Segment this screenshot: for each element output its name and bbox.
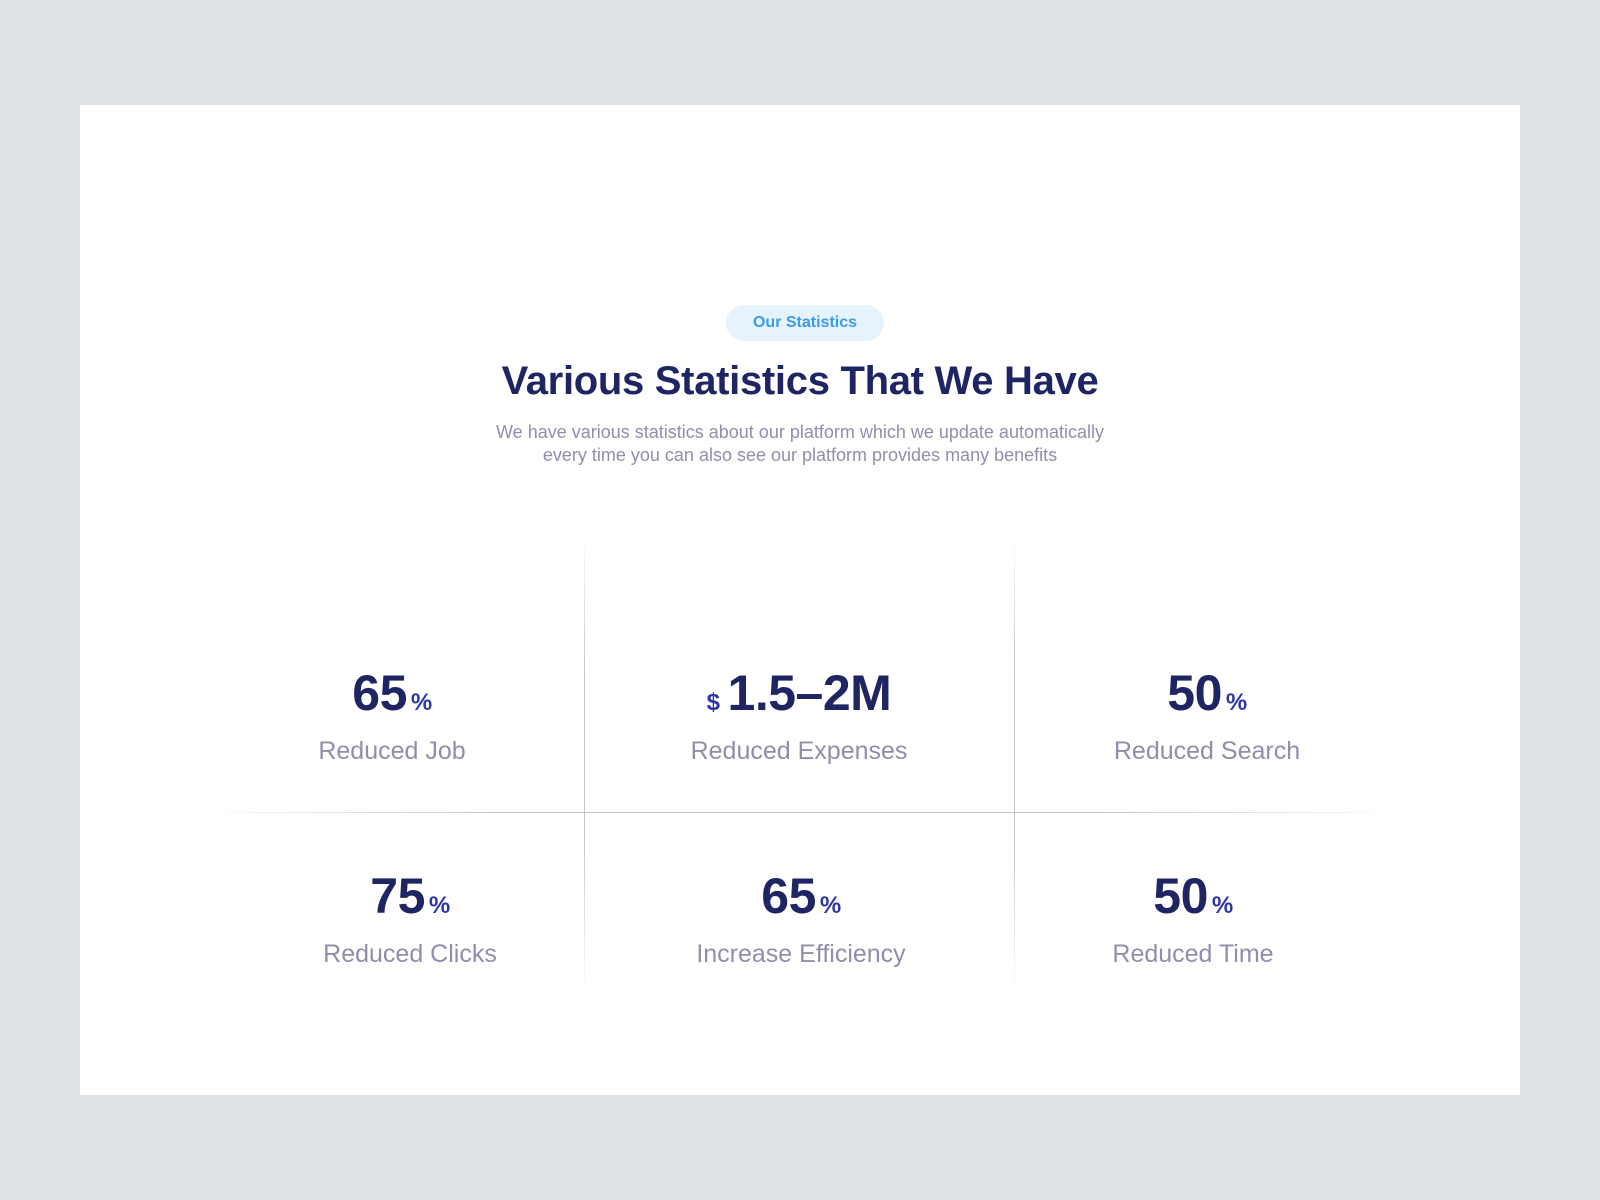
stat-unit: %	[410, 689, 432, 716]
stat-label: Increase Efficiency	[696, 940, 906, 968]
stat-value-row: 65%	[584, 866, 1018, 936]
stat-label: Reduced Clicks	[323, 940, 497, 968]
stat-value-row: 65%	[200, 663, 584, 733]
stat-reduced-search: 50% Reduced Search	[1014, 663, 1400, 767]
stat-label: Reduced Time	[1112, 940, 1274, 968]
stats-grid: 65% Reduced Job $1.5–2M Reduced Expenses…	[200, 535, 1400, 995]
stat-increase-efficiency: 65% Increase Efficiency	[584, 866, 1018, 970]
stat-value: 75	[370, 868, 425, 924]
stat-value: 1.5–2M	[727, 665, 892, 721]
section-badge: Our Statistics	[726, 305, 884, 341]
subtitle-line-2: every time you can also see our platform…	[542, 445, 1058, 465]
stat-unit: %	[428, 892, 450, 919]
subtitle-line-1: We have various statistics about our pla…	[496, 422, 1104, 442]
stat-value-row: $1.5–2M	[584, 663, 1014, 733]
statistics-card: Our Statistics Various Statistics That W…	[80, 105, 1520, 1095]
grid-divider-vertical-2	[1014, 535, 1015, 995]
stat-label: Reduced Expenses	[690, 737, 908, 765]
stat-reduced-job: 65% Reduced Job	[200, 663, 584, 767]
stat-value-row: 50%	[1000, 866, 1386, 936]
stat-value: 50	[1153, 868, 1208, 924]
stat-reduced-time: 50% Reduced Time	[1000, 866, 1386, 970]
stat-label: Reduced Search	[1113, 737, 1301, 765]
stat-value-row: 50%	[1014, 663, 1400, 733]
stat-reduced-expenses: $1.5–2M Reduced Expenses	[584, 663, 1014, 767]
stat-unit: %	[1211, 892, 1233, 919]
grid-divider-horizontal	[200, 812, 1400, 813]
grid-divider-vertical-1	[584, 535, 585, 995]
stat-value-row: 75%	[218, 866, 602, 936]
stat-label: Reduced Job	[318, 737, 466, 765]
section-subtitle: We have various statistics about our pla…	[450, 421, 1150, 467]
stat-value: 65	[352, 665, 407, 721]
section-title: Various Statistics That We Have	[501, 359, 1099, 403]
stat-reduced-clicks: 75% Reduced Clicks	[218, 866, 602, 970]
stat-value: 50	[1167, 665, 1222, 721]
stat-unit: %	[819, 892, 841, 919]
stat-currency-prefix: $	[706, 689, 720, 716]
stat-value: 65	[761, 868, 816, 924]
stat-unit: %	[1225, 689, 1247, 716]
